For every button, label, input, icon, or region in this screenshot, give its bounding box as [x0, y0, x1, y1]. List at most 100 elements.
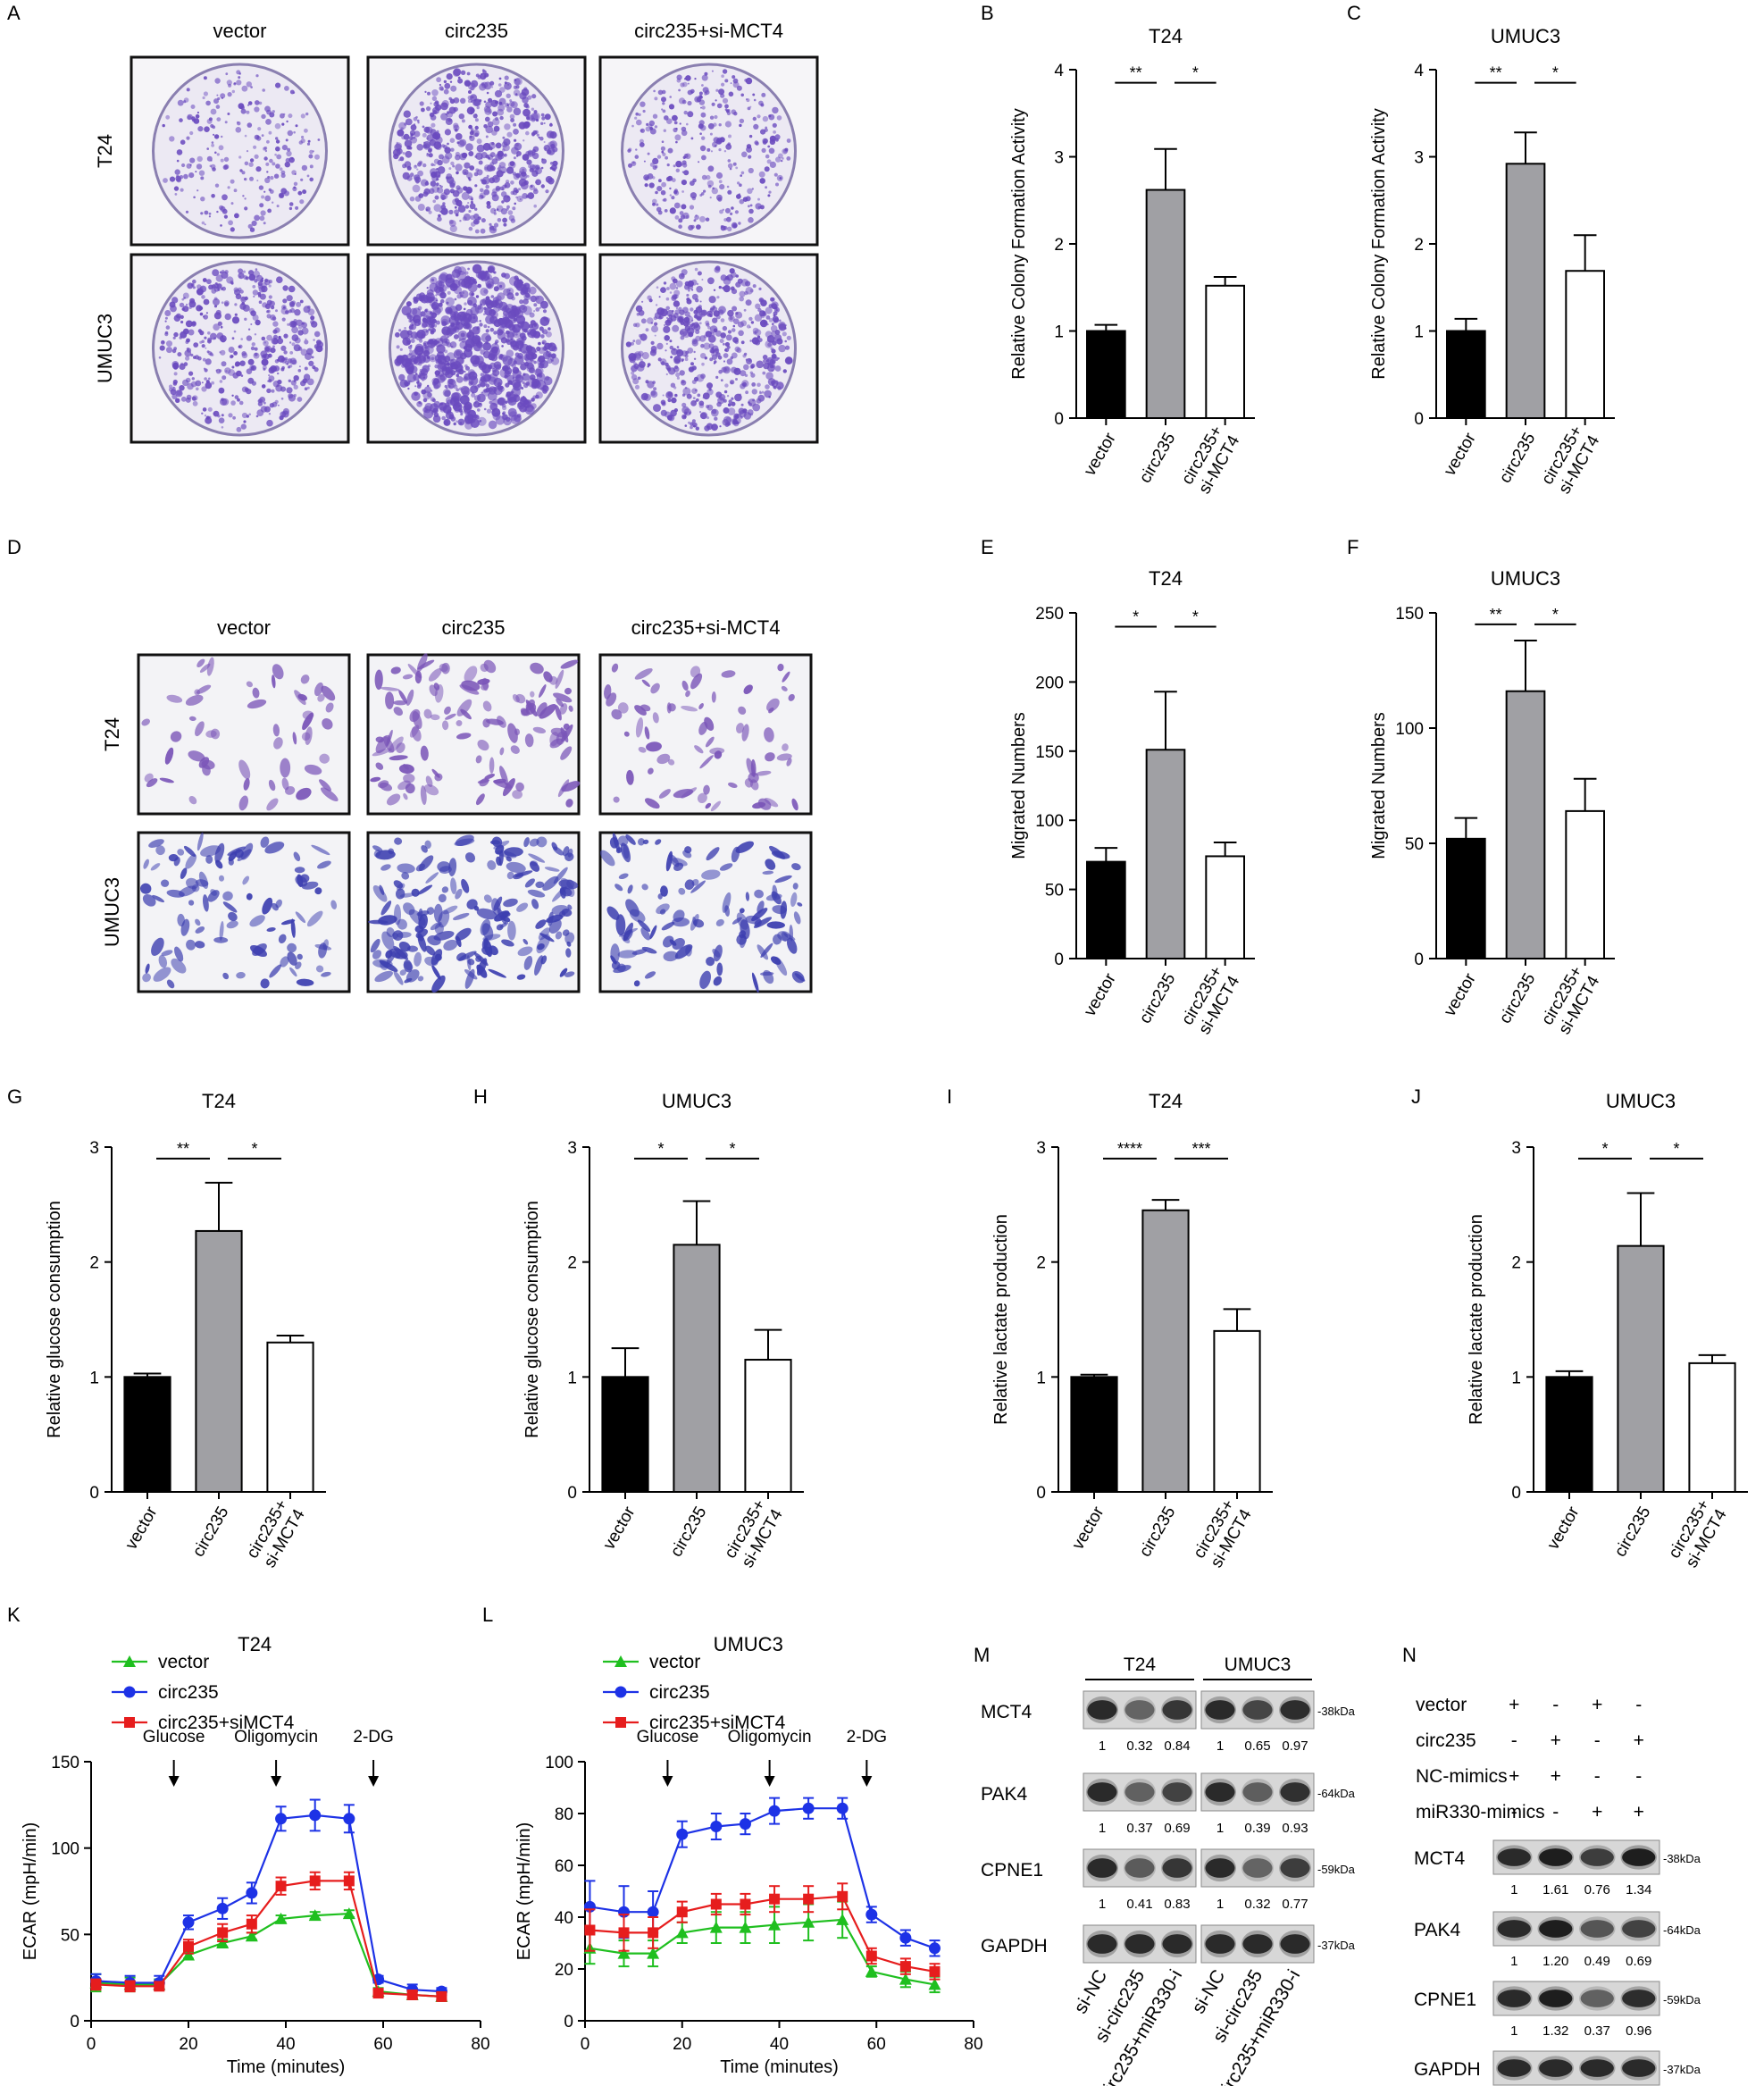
colony-spot	[182, 328, 189, 335]
colony-spot	[469, 135, 475, 141]
colony-spot	[526, 116, 531, 121]
colony-spot	[673, 300, 681, 307]
colony-spot	[458, 314, 462, 318]
colony-spot	[453, 360, 461, 369]
colony-spot	[212, 269, 220, 277]
colony-spot	[257, 291, 262, 296]
colony-spot	[768, 113, 775, 121]
colony-spot	[779, 177, 782, 180]
colony-spot	[538, 347, 546, 355]
colony-spot	[666, 317, 673, 323]
colony-spot	[398, 121, 406, 130]
colony-spot	[261, 134, 264, 138]
migrated-cell	[644, 726, 650, 740]
migrated-cell	[466, 955, 472, 971]
colony-spot	[670, 356, 673, 359]
transwell_images-row-label: UMUC3	[101, 877, 123, 947]
colony-spot	[512, 172, 517, 176]
colony-spot	[252, 289, 259, 296]
colony-spot	[654, 96, 658, 101]
colony-spot	[749, 289, 754, 293]
significance-label: **	[1490, 64, 1502, 82]
colony-spot	[627, 148, 631, 153]
molecular-weight-label: -59kDa	[1663, 1993, 1701, 2006]
colony-spot	[456, 171, 459, 175]
colony-spot	[443, 188, 450, 196]
colony-spot	[208, 215, 211, 218]
colony-spot	[479, 83, 487, 91]
colony-spot	[244, 197, 247, 200]
condition-sign: +	[1509, 1766, 1519, 1787]
band-halo	[1241, 1854, 1274, 1882]
colony-spot	[263, 367, 266, 371]
colony-spot	[177, 99, 184, 106]
migrated-cell	[461, 878, 470, 893]
colony-spot	[233, 330, 237, 333]
colony-spot	[740, 370, 747, 377]
colony-spot	[190, 321, 196, 327]
colony-spot	[462, 291, 464, 295]
colony-spot	[215, 369, 218, 372]
migrated-cell	[705, 736, 715, 748]
migrated-cell	[650, 683, 660, 694]
colony-spot	[720, 93, 725, 98]
colony-spot	[277, 372, 280, 375]
colony-spot	[726, 395, 730, 398]
colony-spot	[474, 155, 478, 158]
migrated-cell	[380, 686, 400, 691]
colony-spot	[485, 314, 495, 324]
colony-spot	[436, 178, 439, 181]
y-tick-label: 0	[1511, 1484, 1521, 1503]
migrated-cell	[690, 673, 703, 690]
colony-spot	[471, 392, 476, 398]
colony-spot	[507, 407, 517, 417]
colony-spot	[678, 97, 686, 105]
colony-spot	[535, 167, 542, 175]
colony-spot	[294, 309, 301, 316]
colony-spot	[488, 266, 495, 273]
colony-spot	[188, 300, 196, 308]
colony-spot	[472, 264, 482, 274]
data-point	[803, 1893, 815, 1905]
migrated-cell	[152, 894, 164, 903]
colony-spot	[673, 121, 678, 125]
colony-spot	[499, 354, 504, 357]
colony-spot	[489, 147, 493, 151]
colony-spot	[648, 182, 655, 188]
colony-spot	[211, 143, 215, 147]
colony-spot	[531, 131, 536, 137]
colony-spot	[491, 276, 500, 285]
migrated-cell	[672, 858, 688, 867]
migrated-cell	[321, 685, 336, 701]
colony-spot	[680, 335, 685, 340]
y-tick-label: 50	[61, 1926, 79, 1945]
colony-spot	[680, 82, 685, 88]
colony-spot	[454, 297, 457, 301]
band-halo	[1241, 1930, 1274, 1958]
band-halo	[1496, 1986, 1533, 2011]
colony-spot	[444, 349, 448, 354]
colony-spot	[714, 114, 718, 120]
colony-spot	[233, 188, 238, 193]
colony-spot	[437, 166, 446, 174]
colony-spot	[722, 419, 729, 426]
colony-spot	[518, 121, 527, 130]
colony-spot	[495, 185, 501, 191]
colony-spot	[166, 347, 172, 354]
injection-label: Glucose	[637, 1728, 699, 1747]
colony-spot	[257, 401, 263, 406]
x-tick-label: circ235	[1611, 1504, 1655, 1561]
colony-spot	[631, 124, 634, 128]
protein-band	[1205, 1700, 1235, 1720]
colony-spot	[422, 132, 427, 138]
colony-spot	[768, 190, 772, 194]
colony-spot	[493, 212, 497, 215]
colony-spot	[216, 153, 220, 156]
colony-spot	[674, 134, 681, 141]
band-quantification: 0.77	[1282, 1897, 1308, 1912]
colony-spot	[434, 195, 439, 200]
migrated-cell	[414, 951, 422, 967]
colony-spot	[684, 77, 687, 80]
migrated-cell	[295, 961, 302, 969]
colony-spot	[709, 325, 718, 333]
